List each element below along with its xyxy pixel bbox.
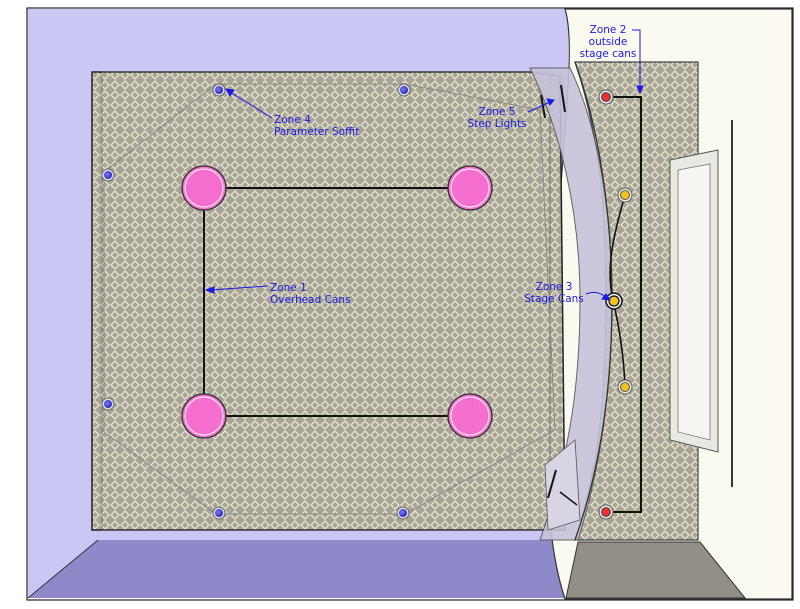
zone2-label-line2: outside <box>588 36 628 48</box>
zone5-label: Zone 5 Step Lights <box>462 106 532 130</box>
outside-stage-can-light <box>598 504 614 520</box>
overhead-can-light <box>181 393 227 439</box>
stage-can-light <box>617 379 633 395</box>
soffit-light <box>101 168 115 182</box>
step-light-bar <box>560 84 566 113</box>
step-light-bar <box>547 469 557 499</box>
zone2-label-line3: stage cans <box>579 48 637 60</box>
stage-can-light <box>617 187 633 203</box>
zone5-leader <box>527 101 551 113</box>
zone1-leader <box>209 285 269 291</box>
zone4-label-line2: Parameter Soffit <box>274 126 360 138</box>
outside-stage-can-light <box>598 89 614 105</box>
zone1-label-line2: Overhead Cans <box>270 294 351 306</box>
floor <box>28 540 568 598</box>
step-light-bar <box>559 491 578 506</box>
zone2-leader <box>632 29 641 88</box>
zone4-leader <box>229 91 273 119</box>
zone1-arrowhead <box>204 286 215 294</box>
zone2-arrowhead <box>636 85 644 95</box>
zone3-arrowhead <box>601 293 612 301</box>
zone3-label-line2: Stage Cans <box>524 293 584 305</box>
zone4-arrowhead <box>225 88 235 97</box>
zone3-label-line1: Zone 3 <box>535 281 573 293</box>
overhead-can-light <box>447 393 493 439</box>
soffit-light <box>397 83 411 97</box>
step-light-bar <box>540 94 546 119</box>
stage-can-light <box>605 292 623 310</box>
floor-edge-line <box>27 539 99 599</box>
zone5-arrowhead <box>546 98 555 106</box>
zone2-label: Zone 2 outside stage cans <box>568 24 648 60</box>
zone3-label: Zone 3 Stage Cans <box>520 281 588 305</box>
soffit-light <box>396 506 410 520</box>
zone2-label-line1: Zone 2 <box>589 24 627 36</box>
zone1-label-line1: Zone 1 <box>270 282 307 294</box>
overhead-can-light <box>447 165 493 211</box>
soffit-light <box>212 506 226 520</box>
zone1-label: Zone 1 Overhead Cans <box>270 282 351 306</box>
stage-step-lower <box>544 439 581 531</box>
zone4-label-line1: Zone 4 <box>274 114 311 126</box>
overhead-can-light <box>181 165 227 211</box>
ceiling-inner-border <box>101 71 551 531</box>
zone5-label-line1: Zone 5 <box>478 106 516 118</box>
zone5-label-line2: Step Lights <box>467 118 527 130</box>
zone2-wiring <box>606 96 642 513</box>
soffit-light <box>101 397 115 411</box>
soffit-light <box>212 83 226 97</box>
right-floor <box>565 541 747 599</box>
window-inner <box>677 163 711 441</box>
zone4-label: Zone 4 Parameter Soffit <box>274 114 359 138</box>
